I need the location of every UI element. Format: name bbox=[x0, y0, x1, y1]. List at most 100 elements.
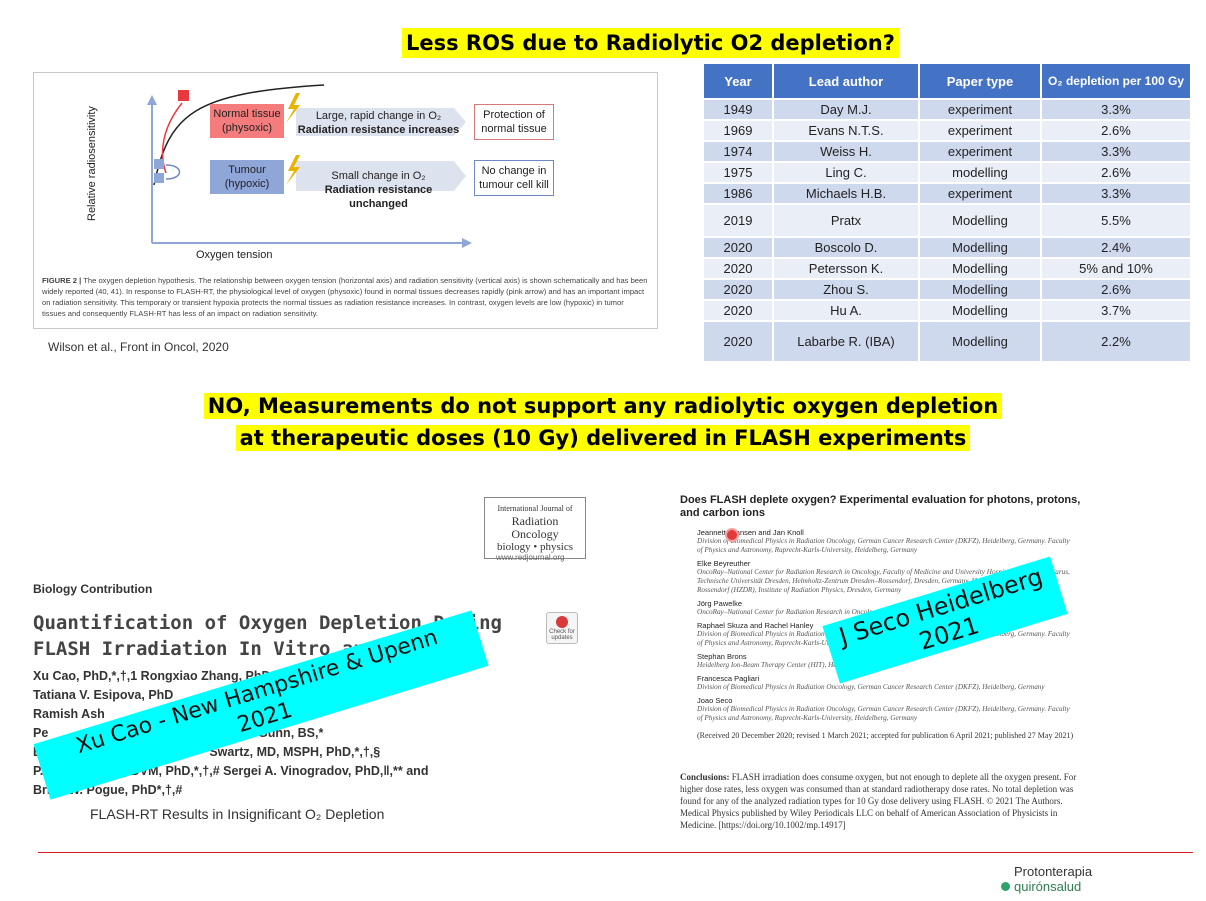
company-logo: Protonterapia quirónsalud bbox=[1000, 864, 1092, 894]
table-row: 1974 Weiss H. experiment 3.3% bbox=[704, 142, 1190, 161]
table-row: 2020 Boscolo D. Modelling 2.4% bbox=[704, 238, 1190, 257]
cell-lead-author: Evans N.T.S. bbox=[774, 121, 918, 140]
cell-paper-type: Modelling bbox=[920, 280, 1040, 299]
paper2-title: Does FLASH deplete oxygen? Experimental … bbox=[680, 494, 1081, 519]
table-row: 2020 Hu A. Modelling 3.7% bbox=[704, 301, 1190, 320]
table-row: 2020 Labarbe R. (IBA) Modelling 2.2% bbox=[704, 322, 1190, 361]
author-name: Francesca Pagliari bbox=[697, 674, 760, 683]
oxygen-depletion-figure: Normal tissue (physoxic) Large, rapid ch… bbox=[33, 72, 658, 329]
cell-lead-author: Zhou S. bbox=[774, 280, 918, 299]
tumour-change-bold: Radiation resistance unchanged bbox=[324, 184, 433, 210]
caption-label: FIGURE 2 | bbox=[42, 276, 82, 285]
conclusion-label: Conclusions: bbox=[680, 772, 730, 782]
table-row: 1975 Ling C. modelling 2.6% bbox=[704, 163, 1190, 182]
cell-o2-depletion: 2.4% bbox=[1042, 238, 1190, 257]
contribution-label: Biology Contribution bbox=[33, 582, 153, 596]
cell-paper-type: modelling bbox=[920, 163, 1040, 182]
cell-paper-type: experiment bbox=[920, 184, 1040, 203]
normal-change-label: Large, rapid change in O₂ Radiation resi… bbox=[296, 109, 461, 137]
cell-lead-author: Pratx bbox=[774, 205, 918, 236]
badge-text: Check for updates bbox=[549, 629, 575, 641]
header-paper-type: Paper type bbox=[920, 64, 1040, 98]
cell-year: 1949 bbox=[704, 100, 772, 119]
oxygen-depletion-table: Year Lead author Paper type O₂ depletion… bbox=[702, 62, 1192, 363]
cell-year: 2020 bbox=[704, 280, 772, 299]
cell-o2-depletion: 3.3% bbox=[1042, 100, 1190, 119]
normal-change-text: Large, rapid change in O₂ bbox=[315, 110, 442, 122]
figure-diagram bbox=[147, 84, 472, 248]
figure-citation: Wilson et al., Front in Oncol, 2020 bbox=[48, 340, 229, 354]
cell-year: 1974 bbox=[704, 142, 772, 161]
normal-change-arrow bbox=[296, 108, 466, 136]
cell-lead-author: Hu A. bbox=[774, 301, 918, 320]
cursor-dot-icon bbox=[725, 528, 739, 542]
caption-text: The oxygen depletion hypothesis. The rel… bbox=[42, 276, 648, 318]
table-row: 2019 Pratx Modelling 5.5% bbox=[704, 205, 1190, 236]
cell-lead-author: Labarbe R. (IBA) bbox=[774, 322, 918, 361]
journal-logo: International Journal of Radiation Oncol… bbox=[484, 497, 586, 559]
cell-paper-type: experiment bbox=[920, 121, 1040, 140]
cell-year: 2020 bbox=[704, 322, 772, 361]
cell-year: 1986 bbox=[704, 184, 772, 203]
cell-o2-depletion: 5.5% bbox=[1042, 205, 1190, 236]
author-affiliation: Division of Biomedical Physics in Radiat… bbox=[697, 537, 1070, 554]
lightning-icon bbox=[286, 93, 300, 123]
cell-lead-author: Weiss H. bbox=[774, 142, 918, 161]
author-name: Jeannette Jansen and Jan Knoll bbox=[697, 528, 804, 537]
journal-url: www.redjournal.org bbox=[496, 553, 565, 562]
conclusion-text: FLASH irradiation does consume oxygen, b… bbox=[680, 772, 1077, 830]
author-name: Jörg Pawelke bbox=[697, 599, 743, 608]
cell-lead-author: Day M.J. bbox=[774, 100, 918, 119]
conclusion-line-2: at therapeutic doses (10 Gy) delivered i… bbox=[235, 425, 971, 451]
tumour-box: Tumour (hypoxic) bbox=[210, 160, 284, 194]
cell-paper-type: experiment bbox=[920, 100, 1040, 119]
journal-line-1: International Journal of bbox=[497, 504, 573, 513]
table-header-row: Year Lead author Paper type O₂ depletion… bbox=[704, 64, 1190, 98]
check-updates-badge[interactable]: Check for updates bbox=[546, 612, 578, 644]
cell-lead-author: Michaels H.B. bbox=[774, 184, 918, 203]
x-axis-label: Oxygen tension bbox=[196, 249, 273, 261]
author-affiliation: Division of Biomedical Physics in Radiat… bbox=[697, 705, 1070, 722]
header-lead-author: Lead author bbox=[774, 64, 918, 98]
normal-tissue-box: Normal tissue (physoxic) bbox=[210, 104, 284, 138]
journal-line-2: Radiation Oncology bbox=[511, 514, 559, 541]
paper2-conclusion: Conclusions: FLASH irradiation does cons… bbox=[680, 771, 1085, 831]
tumour-result-box: No change in tumour cell kill bbox=[474, 160, 554, 196]
table-row: 2020 Zhou S. Modelling 2.6% bbox=[704, 280, 1190, 299]
cell-o2-depletion: 3.3% bbox=[1042, 142, 1190, 161]
table-row: 2020 Petersson K. Modelling 5% and 10% bbox=[704, 259, 1190, 278]
normal-marker bbox=[178, 90, 189, 101]
x-axis-arrowhead bbox=[462, 238, 472, 248]
slide-title: Less ROS due to Radiolytic O2 depletion? bbox=[402, 28, 899, 58]
header-o2-depletion: O₂ depletion per 100 Gy bbox=[1042, 64, 1190, 98]
cell-lead-author: Boscolo D. bbox=[774, 238, 918, 257]
author-name: Joao Seco bbox=[697, 696, 733, 705]
table-body: 1949 Day M.J. experiment 3.3% 1969 Evans N.T.… bbox=[704, 100, 1190, 361]
journal-line-3: biology • physics bbox=[497, 541, 573, 553]
author-line: Tatiana V. Esipova, PhD bbox=[33, 688, 174, 702]
cell-lead-author: Ling C. bbox=[774, 163, 918, 182]
received-dates: (Received 20 December 2020; revised 1 Ma… bbox=[697, 731, 1074, 740]
author-line: Ramish Ash bbox=[33, 707, 105, 721]
logo-mark-icon bbox=[1001, 882, 1010, 891]
tumour-marker-2 bbox=[154, 173, 164, 183]
y-axis-label: Relative radiosensitivity bbox=[86, 106, 98, 221]
author-name: Stephan Brons bbox=[697, 652, 747, 661]
y-axis-arrowhead bbox=[147, 95, 157, 105]
tumour-loop-arrow bbox=[165, 164, 181, 180]
author-affiliation: Division of Biomedical Physics in Radiat… bbox=[697, 683, 1045, 691]
cell-o2-depletion: 2.6% bbox=[1042, 121, 1190, 140]
author-name: Raphael Skuza and Rachel Hanley bbox=[697, 621, 814, 630]
update-icon bbox=[556, 616, 568, 628]
cell-paper-type: Modelling bbox=[920, 322, 1040, 361]
cell-year: 2020 bbox=[704, 238, 772, 257]
author-line: Xu Cao, PhD,*,†,1 Rongxiao Zhang, PhD bbox=[33, 669, 271, 683]
cell-paper-type: Modelling bbox=[920, 238, 1040, 257]
table-row: 1949 Day M.J. experiment 3.3% bbox=[704, 100, 1190, 119]
lightning-icon-2 bbox=[286, 155, 300, 185]
tumour-change-arrow bbox=[296, 161, 466, 191]
cell-o2-depletion: 2.6% bbox=[1042, 280, 1190, 299]
normal-result-box: Protection of normal tissue bbox=[474, 104, 554, 140]
cell-paper-type: Modelling bbox=[920, 301, 1040, 320]
logo-line-2: quirónsalud bbox=[1014, 879, 1082, 894]
